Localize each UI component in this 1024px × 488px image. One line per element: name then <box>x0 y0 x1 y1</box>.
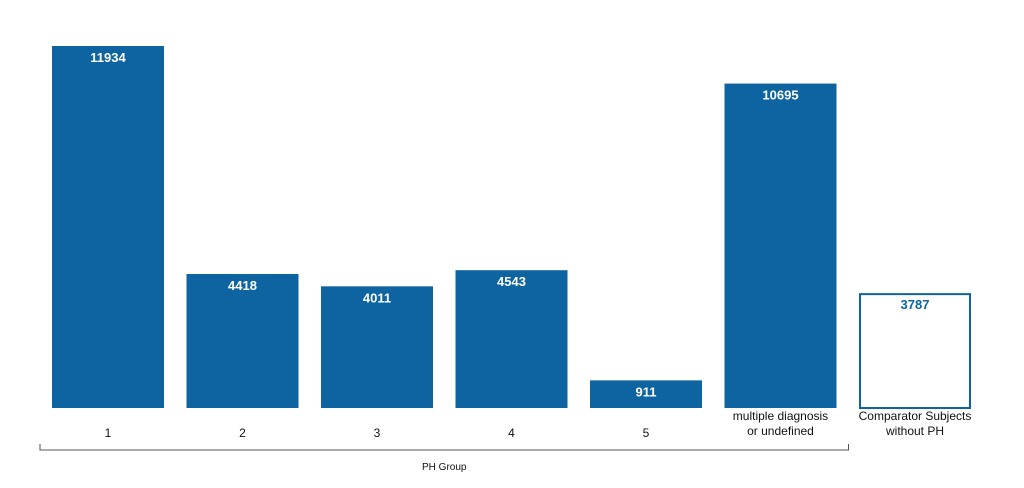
group-label: PH Group <box>422 462 467 473</box>
value-label-3: 4011 <box>363 290 391 305</box>
bar-3 <box>321 286 433 408</box>
value-label-7: 3787 <box>901 297 930 312</box>
group-bracket <box>39 444 849 451</box>
value-labels-layer: 11934 4418 4011 4543 911 10695 3787 <box>90 50 929 399</box>
value-label-1: 11934 <box>90 50 126 65</box>
bar-7 <box>859 293 971 410</box>
value-label-4: 4543 <box>497 274 526 289</box>
tick-label-4: 4 <box>508 426 515 440</box>
bar-1 <box>52 46 164 408</box>
bar-2 <box>186 273 299 408</box>
bar-5 <box>590 380 702 408</box>
tick-label-6: multiple diagnosis or undefined <box>733 409 828 438</box>
value-label-2: 4418 <box>228 278 257 293</box>
bars-layer <box>52 46 971 410</box>
value-label-6: 10695 <box>762 88 798 103</box>
tick-label-5: 5 <box>643 426 650 440</box>
value-label-5: 911 <box>636 384 657 399</box>
tick-labels-layer: 1 2 3 4 5 multiple diagnosis or undefined Compa… <box>105 409 972 440</box>
group-bracket-line <box>39 444 849 451</box>
tick-label-7: Comparator Subjects without PH <box>859 409 972 438</box>
bar-4 <box>455 270 568 408</box>
tick-label-1: 1 <box>105 426 112 440</box>
bar-6 <box>724 83 837 409</box>
tick-label-3: 3 <box>374 426 381 440</box>
tick-label-2: 2 <box>239 426 246 440</box>
